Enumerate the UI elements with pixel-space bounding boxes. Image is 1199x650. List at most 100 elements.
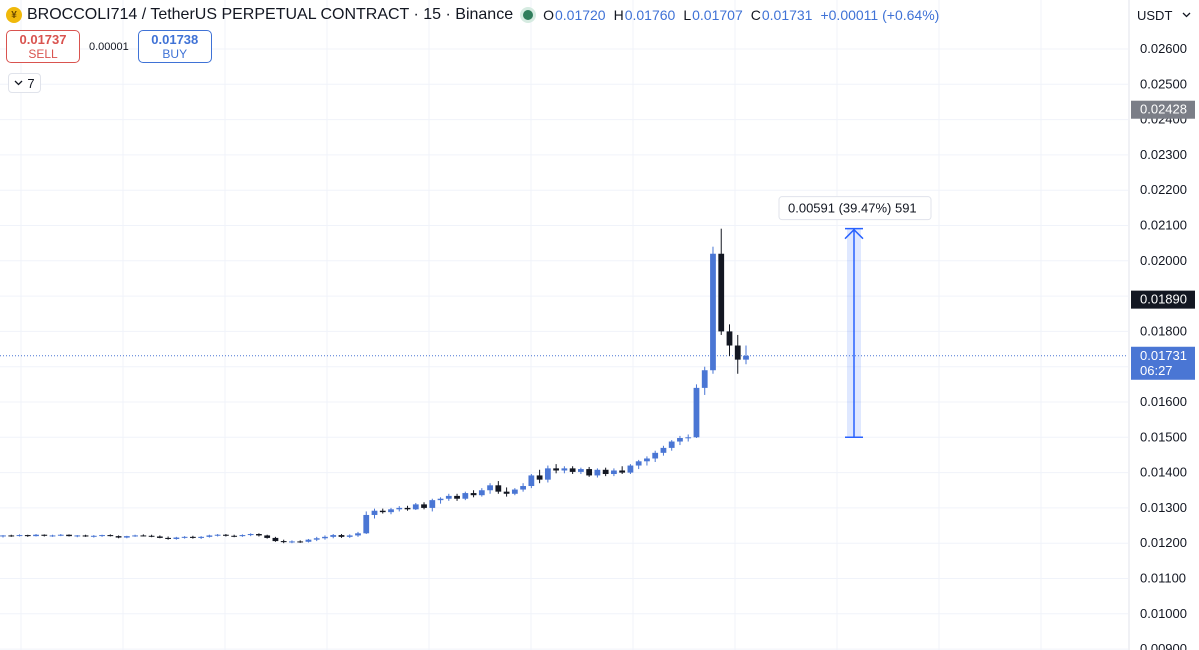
candle[interactable] (247, 533, 254, 537)
candle[interactable] (445, 493, 452, 501)
candle[interactable] (404, 505, 411, 511)
candle[interactable] (90, 535, 97, 538)
candle[interactable] (16, 534, 23, 537)
symbol-title[interactable]: BROCCOLI714 / TetherUS PERPETUAL CONTRAC… (27, 6, 514, 23)
candle[interactable] (511, 488, 518, 496)
candle[interactable] (346, 534, 353, 538)
candle[interactable] (660, 445, 667, 456)
candle[interactable] (272, 536, 279, 542)
candle[interactable] (520, 483, 526, 492)
candle[interactable] (478, 488, 485, 497)
candle[interactable] (297, 540, 304, 543)
candle[interactable] (379, 508, 386, 514)
indicators-toggle-button[interactable]: 7 (8, 73, 41, 93)
candles-layer[interactable] (0, 228, 749, 544)
candle[interactable] (371, 508, 378, 519)
candle[interactable] (611, 468, 617, 477)
candle[interactable] (528, 474, 535, 489)
candle[interactable] (544, 465, 551, 483)
candle[interactable] (635, 459, 642, 470)
candle[interactable] (33, 534, 39, 537)
candle[interactable] (594, 468, 601, 478)
candle[interactable] (338, 534, 345, 538)
candle[interactable] (586, 466, 593, 477)
candle[interactable] (99, 534, 105, 537)
candle[interactable] (437, 497, 444, 504)
candle[interactable] (734, 334, 741, 374)
candle[interactable] (726, 324, 733, 357)
candle[interactable] (198, 536, 205, 539)
candle[interactable] (8, 534, 15, 537)
candle[interactable] (173, 536, 180, 540)
candle[interactable] (495, 481, 502, 494)
candle[interactable] (57, 534, 64, 537)
candle[interactable] (644, 456, 650, 466)
candle[interactable] (66, 534, 72, 537)
candle[interactable] (115, 535, 122, 539)
candle[interactable] (206, 534, 213, 538)
candle[interactable] (355, 531, 361, 537)
candle[interactable] (503, 487, 510, 497)
candle[interactable] (743, 345, 749, 365)
candle[interactable] (553, 464, 560, 474)
buy-button[interactable]: 0.01738 BUY (137, 30, 212, 63)
candle[interactable] (454, 493, 460, 501)
candle[interactable] (363, 511, 370, 535)
candle[interactable] (0, 535, 6, 538)
candle[interactable] (82, 534, 89, 537)
candle[interactable] (107, 534, 114, 537)
candle[interactable] (577, 467, 584, 475)
candle[interactable] (256, 533, 262, 537)
candle[interactable] (462, 491, 469, 501)
candle[interactable] (693, 384, 700, 439)
candle[interactable] (289, 540, 295, 544)
candle[interactable] (619, 466, 626, 475)
candle[interactable] (685, 434, 692, 442)
candle[interactable] (156, 535, 163, 539)
candle[interactable] (421, 502, 427, 510)
candle[interactable] (24, 534, 31, 537)
candle[interactable] (74, 535, 81, 538)
candle[interactable] (718, 228, 725, 335)
candle[interactable] (470, 490, 477, 498)
candle[interactable] (652, 450, 659, 463)
currency-selector[interactable]: USDT (1131, 3, 1195, 27)
price-axis[interactable]: 0.026000.025000.024000.023000.022000.021… (1128, 0, 1199, 650)
candle[interactable] (148, 534, 155, 538)
candle[interactable] (388, 507, 394, 515)
candle[interactable] (627, 464, 634, 475)
sell-button[interactable]: 0.01737 SELL (6, 30, 80, 63)
candle[interactable] (49, 534, 56, 537)
candle[interactable] (231, 534, 238, 538)
candle[interactable] (239, 534, 246, 537)
measure-tool[interactable]: 0.00591 (39.47%) 591 (778, 196, 932, 439)
candle[interactable] (305, 538, 312, 543)
candle[interactable] (412, 502, 419, 511)
candle[interactable] (322, 535, 328, 540)
candle[interactable] (710, 246, 716, 374)
candle[interactable] (330, 534, 337, 539)
candle[interactable] (396, 506, 403, 512)
candle[interactable] (165, 536, 172, 540)
candle[interactable] (429, 498, 436, 512)
candle[interactable] (569, 466, 576, 475)
candle[interactable] (561, 466, 568, 474)
candle[interactable] (280, 539, 287, 544)
candle[interactable] (536, 469, 543, 484)
candle[interactable] (41, 534, 48, 537)
candle[interactable] (132, 534, 138, 537)
candle[interactable] (313, 536, 320, 542)
candle[interactable] (677, 435, 683, 446)
candle[interactable] (223, 534, 229, 537)
candle[interactable] (602, 467, 609, 477)
candle[interactable] (214, 534, 221, 537)
candle[interactable] (701, 366, 708, 395)
candle[interactable] (264, 534, 271, 539)
candle[interactable] (181, 536, 188, 539)
candle[interactable] (189, 535, 196, 539)
candle[interactable] (140, 534, 147, 537)
candle[interactable] (487, 483, 493, 494)
candle[interactable] (123, 535, 130, 539)
candle[interactable] (668, 440, 675, 451)
